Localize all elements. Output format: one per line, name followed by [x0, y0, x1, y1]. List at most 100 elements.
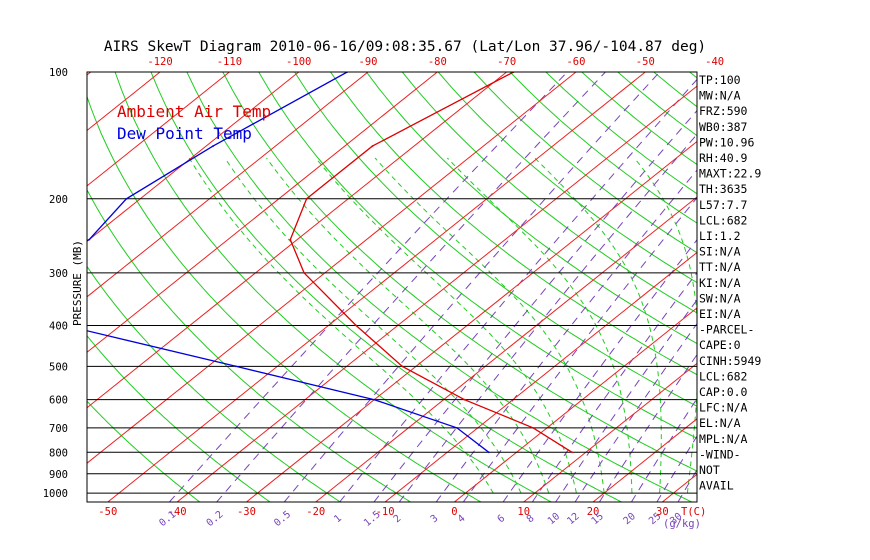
side-stat-label: -PARCEL-: [699, 323, 754, 337]
top-temp-tick-label: -100: [286, 56, 311, 68]
dry-adiabat: [473, 72, 697, 254]
side-stat-label: MPL:N/A: [699, 432, 748, 446]
mixing-ratio-line: [216, 72, 606, 502]
chart-title: AIRS SkewT Diagram 2010-06-16/09:08:35.6…: [104, 39, 706, 55]
side-stat-label: PW:10.96: [699, 135, 754, 149]
side-stat-label: TP:100: [699, 73, 741, 87]
top-temp-tick-label: -70: [497, 56, 516, 68]
mixing-ratio-tick-label: 12: [565, 511, 581, 527]
side-stat-label: FRZ:590: [699, 104, 748, 118]
mixing-ratio-line: [339, 78, 697, 502]
isotherm: [107, 72, 646, 502]
top-temp-tick-label: -90: [359, 56, 378, 68]
side-stat-label: EL:N/A: [699, 416, 741, 430]
isotherm: [246, 140, 697, 502]
bottom-temp-tick-label: -20: [306, 506, 325, 518]
bottom-temp-tick-label: -40: [168, 506, 187, 518]
mixing-ratio-line: [677, 468, 697, 502]
side-stat-label: MW:N/A: [699, 89, 741, 103]
side-stat-label: MAXT:22.9: [699, 167, 761, 181]
dry-adiabat: [186, 72, 693, 502]
side-stat-label: LCL:682: [699, 369, 747, 383]
bottom-temp-tick-label: -10: [376, 506, 395, 518]
side-stat-label: TH:3635: [699, 182, 747, 196]
side-stat-label: RH:40.9: [699, 151, 748, 165]
side-stat-label: CINH:5949: [699, 354, 761, 368]
isotherm: [87, 72, 300, 243]
isotherm: [87, 72, 507, 409]
dry-adiabat: [330, 72, 697, 376]
mixing-ratio-tick-label: 4: [456, 513, 468, 525]
x-axis-unit-label: T(C): [681, 506, 706, 518]
dewpoint-temp-point: [212, 145, 214, 148]
dry-adiabat: [258, 72, 697, 439]
top-temp-tick-label: -80: [428, 56, 447, 68]
ambient-temp-point: [289, 238, 292, 241]
pressure-tick-label: 500: [49, 361, 68, 373]
isotherm: [384, 251, 697, 502]
top-temp-tick-label: -120: [147, 56, 172, 68]
plot-frame: [86, 71, 698, 503]
dewpoint-temp-point: [373, 398, 376, 401]
pressure-tick-label: 900: [49, 469, 68, 481]
dry-adiabat: [366, 72, 697, 345]
isotherm: [87, 72, 438, 353]
dewpoint-temp-point: [88, 238, 91, 241]
y-axis-label: PRESSURE (MB): [71, 240, 84, 326]
dewpoint-temp-line: [87, 72, 490, 453]
mixing-ratio-tick-label: 20: [622, 511, 638, 527]
top-temp-tick-label: -110: [217, 56, 242, 68]
mixing-ratio-tick-label: 10: [546, 511, 562, 527]
dry-adiabat: [294, 72, 697, 407]
dry-adiabat: [833, 72, 870, 502]
pressure-tick-label: 100: [49, 67, 68, 79]
side-stat-label: SW:N/A: [699, 291, 741, 305]
mixing-ratio-line: [574, 322, 697, 502]
bottom-temp-tick-label: 30: [656, 506, 669, 518]
bottom-temp-tick-label: -30: [237, 506, 256, 518]
dry-adiabat: [150, 72, 622, 502]
mixing-ratio-line: [656, 435, 697, 502]
isotherm: [454, 307, 697, 502]
mixing-ratio-line: [398, 133, 697, 502]
dry-adiabat: [653, 72, 697, 108]
side-stat-label: L57:7.7: [699, 198, 748, 212]
pressure-tick-label: 700: [49, 423, 68, 435]
ambient-temp-point: [303, 272, 305, 274]
top-temp-tick-label: -40: [705, 56, 724, 68]
mixing-ratio-tick-label: 8: [525, 513, 537, 525]
mixing-ratio-tick-label: 2: [392, 513, 404, 525]
mixing-ratio-line: [502, 239, 697, 502]
side-stat-label: CAP:0.0: [699, 385, 748, 399]
side-stat-label: KI:N/A: [699, 276, 741, 290]
side-stat-label: SI:N/A: [699, 245, 741, 259]
side-stat-label: LCL:682: [699, 213, 747, 227]
dry-adiabat: [401, 72, 697, 314]
dry-adiabat: [87, 265, 341, 502]
top-temp-tick-label: -50: [636, 56, 655, 68]
side-stat-label: NOT: [699, 463, 720, 477]
ambient-temp-point: [401, 365, 404, 368]
isotherm: [87, 72, 577, 464]
bottom-temp-tick-label: -50: [98, 506, 117, 518]
ambient-temp-point: [355, 324, 357, 327]
moist-adiabat: [266, 157, 550, 494]
side-stat-label: LI:1.2: [699, 229, 741, 243]
side-stat-label: CAPE:0: [699, 338, 741, 352]
dry-adiabat: [797, 72, 870, 502]
mixing-ratio-line: [435, 169, 697, 502]
legend-ambient: Ambient Air Temp: [117, 102, 271, 121]
isotherm: [87, 72, 369, 298]
mixing-ratio-tick-label: 3: [429, 513, 441, 525]
ambient-temp-point: [571, 451, 573, 454]
dry-adiabat: [222, 72, 697, 472]
dewpoint-temp-point: [125, 197, 128, 200]
dry-adiabat: [761, 72, 870, 502]
mixing-ratio-tick-label: 1: [332, 513, 344, 525]
dry-adiabat: [87, 188, 411, 502]
dry-adiabat: [87, 334, 271, 502]
pressure-tick-label: 1000: [43, 488, 68, 500]
ambient-temp-point: [371, 145, 374, 148]
side-stat-label: AVAIL: [699, 479, 734, 493]
dewpoint-temp-point: [487, 451, 490, 454]
